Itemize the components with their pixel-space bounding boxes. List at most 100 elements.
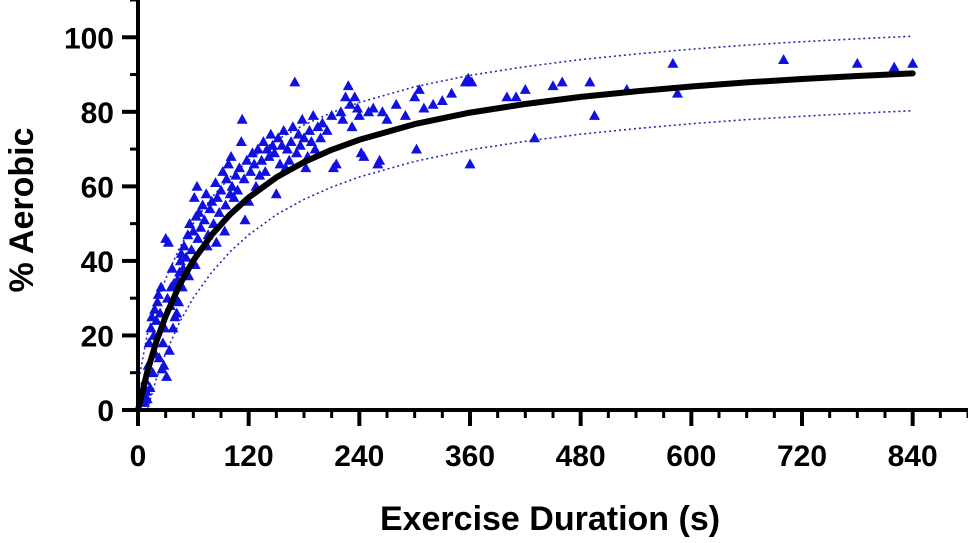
data-point [272,132,284,143]
data-point [337,113,349,124]
data-point [232,184,244,195]
data-point [144,382,156,392]
data-point [296,113,308,124]
data-point [145,322,157,333]
data-point [353,110,365,120]
y-tick-label: 80 [81,97,114,130]
data-point [150,315,162,325]
data-point [154,307,166,318]
data-point [195,221,207,232]
data-point [213,207,225,217]
data-point [466,76,478,87]
data-point [589,110,600,120]
data-point [204,203,216,214]
data-point [217,166,229,176]
data-point [256,154,268,165]
data-point [270,188,282,199]
x-tick-label: 720 [777,440,827,473]
data-point [285,136,297,146]
data-point [287,121,299,132]
x-tick-label: 0 [130,440,147,473]
data-point [241,154,253,165]
data-point [672,87,683,98]
y-axis-title: % Aerobic [3,127,41,292]
data-point [413,84,425,94]
data-point [222,158,234,169]
data-point [269,147,280,158]
y-tick-label: 100 [64,22,114,55]
data-point [215,184,227,195]
data-point [305,136,317,146]
data-point [367,102,379,113]
data-point [263,151,275,161]
x-tick-label: 600 [666,440,716,473]
data-point [888,61,900,72]
data-point [226,180,238,191]
data-point [161,371,173,381]
data-point [529,132,541,143]
data-point [851,57,863,68]
data-point [141,393,153,404]
data-point [254,169,266,180]
data-point [547,80,559,91]
data-point [178,240,190,251]
data-point [248,158,260,169]
fit-curve [135,70,916,413]
data-point [166,262,178,273]
x-tick-label: 360 [445,440,495,473]
data-point [464,158,476,169]
data-point [245,166,256,176]
data-point [236,113,248,124]
data-points [137,54,919,407]
data-point [409,91,421,102]
data-point [556,76,568,87]
data-point [501,91,513,102]
data-point [259,166,271,176]
data-point [349,91,361,102]
data-point [342,80,354,91]
data-point [427,98,439,109]
data-point [147,367,159,378]
x-tick-label: 240 [334,440,384,473]
data-point [180,251,192,262]
data-point [352,102,363,113]
data-point [340,91,351,102]
data-point [418,102,430,113]
data-point [173,296,185,307]
data-point [321,125,333,135]
data-point [276,139,288,150]
data-point [265,128,277,139]
data-point [667,57,679,68]
data-point [294,139,306,150]
data-point [153,352,165,363]
x-axis-title: Exercise Duration (s) [380,500,720,538]
y-tick-label: 40 [81,246,114,279]
data-point [220,199,232,210]
data-point [151,296,163,307]
data-point [187,225,199,236]
data-point [267,139,279,150]
data-point [239,214,251,225]
data-point [158,359,170,370]
data-point [335,106,347,117]
y-tick-label: 20 [81,320,114,353]
data-point [326,110,338,120]
data-point [152,289,164,299]
data-point [291,147,303,158]
data-point [298,132,310,143]
data-point [191,180,203,191]
data-point [157,337,169,348]
data-point [167,322,179,333]
data-point [278,125,290,135]
data-point [907,57,919,68]
data-point [233,162,245,173]
data-point [411,143,422,154]
data-point [519,84,531,94]
data-point [235,136,247,146]
axes: 0 120 240 360 480 600 720 840 0 20 40 60 80 100 [64,0,968,473]
data-point [446,87,458,98]
data-point [174,255,186,266]
x-tick-label: 480 [556,440,606,473]
